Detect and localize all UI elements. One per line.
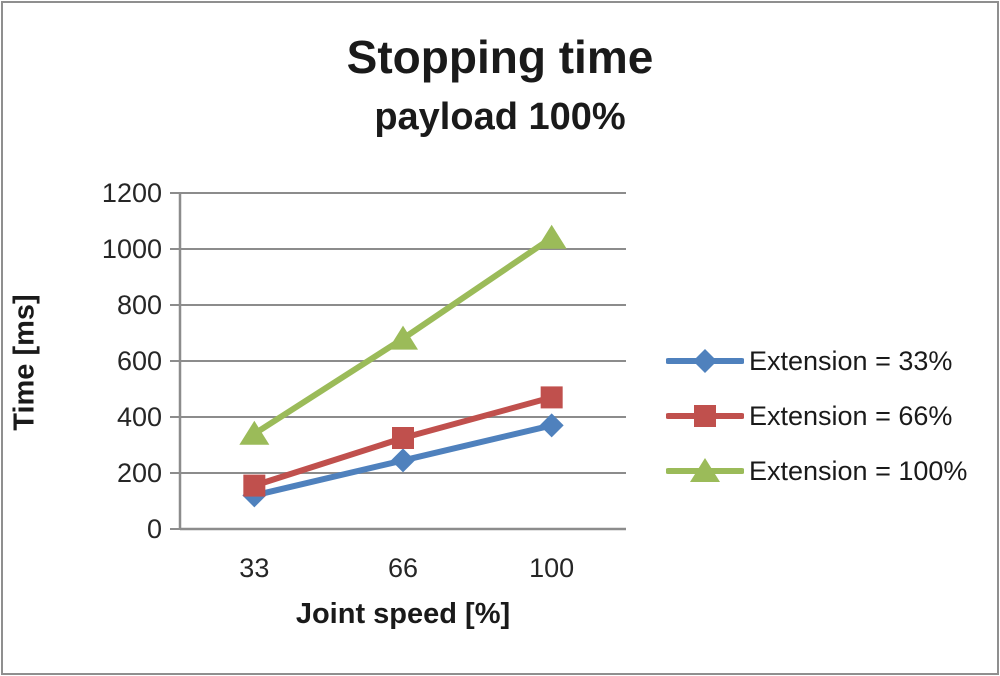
- x-tick-label: 33: [239, 553, 270, 583]
- legend-marker-shape: [694, 405, 716, 427]
- y-tick-label: 200: [116, 458, 162, 488]
- legend-item: Extension = 66%: [666, 399, 967, 433]
- data-point-marker: [539, 413, 564, 438]
- legend-label: Extension = 33%: [749, 345, 953, 376]
- y-tick-label: 1000: [101, 234, 162, 264]
- data-point-marker: [540, 386, 563, 409]
- legend-marker-shape: [693, 349, 717, 373]
- y-axis-title: Time [ms]: [8, 294, 41, 431]
- x-tick-label: 100: [529, 553, 575, 583]
- data-point-marker: [243, 474, 266, 497]
- legend-marker-shape: [690, 458, 720, 482]
- chart-subtitle: payload 100%: [374, 96, 626, 138]
- data-point-marker: [239, 420, 270, 445]
- y-tick-label: 600: [116, 346, 162, 376]
- x-tick-label: 66: [387, 553, 419, 583]
- data-point-marker: [536, 224, 567, 249]
- y-tick-label: 800: [116, 290, 162, 320]
- y-tick-label: 400: [116, 402, 162, 432]
- data-point-marker: [391, 448, 415, 473]
- legend-label: Extension = 100%: [749, 455, 968, 486]
- data-point-marker: [392, 427, 414, 449]
- y-tick-label: 1200: [101, 178, 162, 208]
- legend-diamond-marker-icon: [666, 349, 744, 373]
- x-axis-title: Joint speed [%]: [295, 598, 511, 630]
- data-point-marker: [388, 325, 418, 350]
- legend-item: Extension = 33%: [666, 344, 967, 378]
- chart-title: Stopping time: [346, 31, 654, 83]
- legend-item: Extension = 100%: [666, 454, 967, 488]
- legend-square-marker-icon: [666, 405, 744, 427]
- y-tick-label: 0: [146, 514, 162, 544]
- legend-triangle-marker-icon: [666, 458, 744, 482]
- legend-label: Extension = 66%: [749, 400, 953, 431]
- legend: Extension = 33% Extension = 66% Extensio…: [666, 344, 967, 488]
